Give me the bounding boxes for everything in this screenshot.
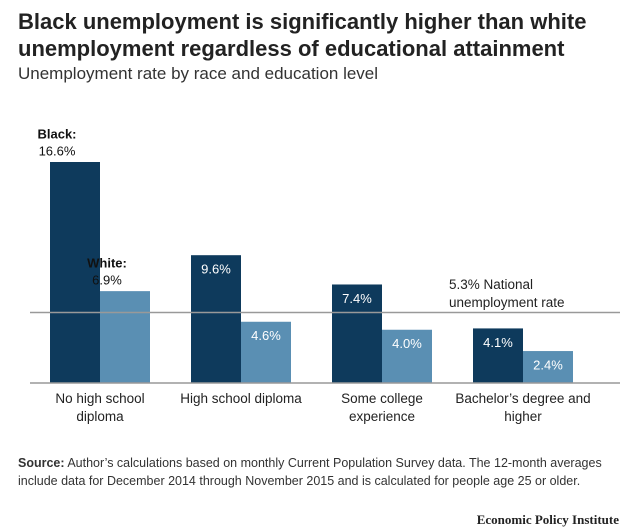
credit: Economic Policy Institute bbox=[476, 512, 619, 527]
bar bbox=[50, 162, 100, 383]
x-tick-label: High school diploma bbox=[180, 391, 302, 406]
bar bbox=[473, 328, 523, 383]
value-label: 4.0% bbox=[392, 336, 422, 351]
bar bbox=[332, 284, 382, 383]
value-label: 6.9% bbox=[92, 273, 122, 288]
bar bbox=[523, 351, 573, 383]
x-tick-label: Some college experience bbox=[341, 391, 423, 424]
x-tick-label: Bachelor’s degree and higher bbox=[455, 391, 591, 424]
value-label: 9.6% bbox=[201, 262, 231, 277]
x-tick-label: No high school diploma bbox=[55, 391, 145, 424]
value-label: 4.6% bbox=[251, 328, 281, 343]
source: Source: Author’s calculations based on m… bbox=[18, 454, 618, 490]
series-name: Black: bbox=[37, 126, 76, 141]
bar bbox=[241, 321, 291, 383]
value-label: 4.1% bbox=[483, 335, 513, 350]
bar bbox=[191, 255, 241, 383]
chart-title: Black unemployment is significantly high… bbox=[18, 9, 587, 61]
bar bbox=[100, 291, 150, 383]
value-label: 16.6% bbox=[39, 143, 76, 158]
series-name: White: bbox=[87, 256, 127, 271]
bar bbox=[382, 329, 432, 383]
value-label: 7.4% bbox=[342, 291, 372, 306]
source-text: Author’s calculations based on monthly C… bbox=[18, 456, 602, 488]
chart-subtitle: Unemployment rate by race and education … bbox=[18, 64, 379, 83]
value-label: 2.4% bbox=[533, 357, 563, 372]
reference-label: 5.3% National unemployment rate bbox=[449, 277, 565, 310]
source-label: Source: bbox=[18, 456, 65, 470]
